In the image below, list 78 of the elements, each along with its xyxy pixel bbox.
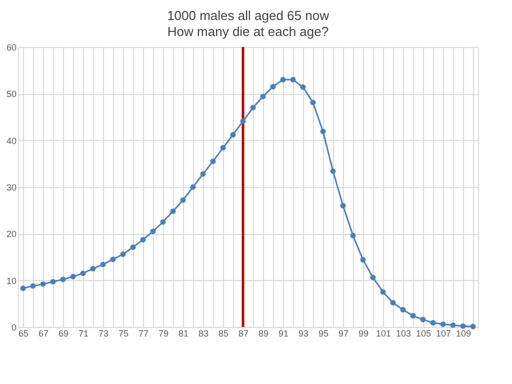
- x-tick-label: 105: [416, 328, 432, 338]
- point: [260, 94, 266, 100]
- x-tick-label: 103: [396, 328, 412, 338]
- point: [320, 128, 326, 134]
- x-tick-label: 77: [138, 328, 149, 338]
- x-tick-label: 67: [38, 328, 49, 338]
- point: [210, 158, 216, 164]
- point: [230, 132, 236, 138]
- point: [440, 321, 446, 327]
- point: [170, 208, 176, 214]
- point: [100, 262, 106, 268]
- point: [460, 323, 466, 329]
- x-tick-label: 65: [18, 328, 29, 338]
- point: [160, 219, 166, 225]
- y-tick-label: 60: [6, 42, 16, 52]
- chart-title: 1000 males all aged 65 now: [167, 8, 330, 23]
- point: [90, 266, 96, 272]
- point: [410, 313, 416, 319]
- point: [290, 76, 296, 82]
- x-tick-label: 69: [58, 328, 69, 338]
- x-tick-label: 101: [376, 328, 392, 338]
- point: [250, 104, 256, 110]
- x-tick-label: 91: [278, 328, 289, 338]
- point: [240, 118, 246, 124]
- point: [390, 300, 396, 306]
- point: [40, 281, 46, 287]
- y-tick-label: 20: [6, 229, 16, 240]
- point: [300, 84, 306, 90]
- point: [370, 274, 376, 280]
- x-tick-label: 99: [358, 328, 369, 338]
- point: [70, 274, 76, 280]
- point: [130, 244, 136, 250]
- point: [150, 228, 156, 234]
- point: [180, 197, 186, 203]
- x-tick-label: 83: [198, 328, 209, 338]
- point: [60, 276, 66, 282]
- x-tick-label: 93: [298, 328, 309, 338]
- point: [330, 168, 336, 174]
- point: [380, 289, 386, 295]
- y-tick-label: 50: [6, 89, 16, 100]
- x-tick-label: 109: [456, 328, 472, 338]
- point: [20, 286, 26, 291]
- point: [110, 256, 116, 262]
- x-tick-label: 107: [436, 328, 452, 338]
- y-tick-label: 0: [11, 322, 16, 332]
- x-tick-label: 89: [258, 328, 269, 338]
- point: [340, 202, 346, 208]
- x-tick-label: 97: [338, 328, 349, 338]
- x-tick-label: 81: [178, 328, 189, 338]
- point: [50, 279, 56, 284]
- point: [270, 84, 276, 90]
- point: [280, 76, 286, 82]
- point: [350, 232, 356, 238]
- x-tick-label: 85: [218, 328, 229, 338]
- point: [360, 257, 366, 263]
- point: [470, 324, 476, 330]
- x-tick-label: 75: [118, 328, 129, 338]
- y-tick-label: 10: [6, 276, 16, 286]
- y-tick-label: 40: [6, 136, 16, 146]
- point: [120, 251, 126, 257]
- point: [400, 307, 406, 312]
- point: [190, 184, 196, 190]
- x-tick-label: 71: [78, 328, 89, 338]
- point: [140, 237, 146, 242]
- point: [80, 270, 86, 276]
- point: [420, 316, 426, 322]
- point: [30, 283, 36, 289]
- x-tick-label: 87: [238, 328, 249, 338]
- point: [450, 322, 456, 328]
- chart-subtitle: How many die at each age?: [167, 24, 329, 39]
- x-tick-label: 73: [98, 328, 109, 338]
- point: [430, 320, 436, 326]
- x-tick-label: 95: [318, 328, 329, 338]
- y-tick-label: 30: [6, 182, 16, 192]
- point: [200, 171, 206, 177]
- point: [310, 100, 316, 106]
- x-tick-label: 79: [158, 328, 169, 338]
- point: [220, 145, 226, 151]
